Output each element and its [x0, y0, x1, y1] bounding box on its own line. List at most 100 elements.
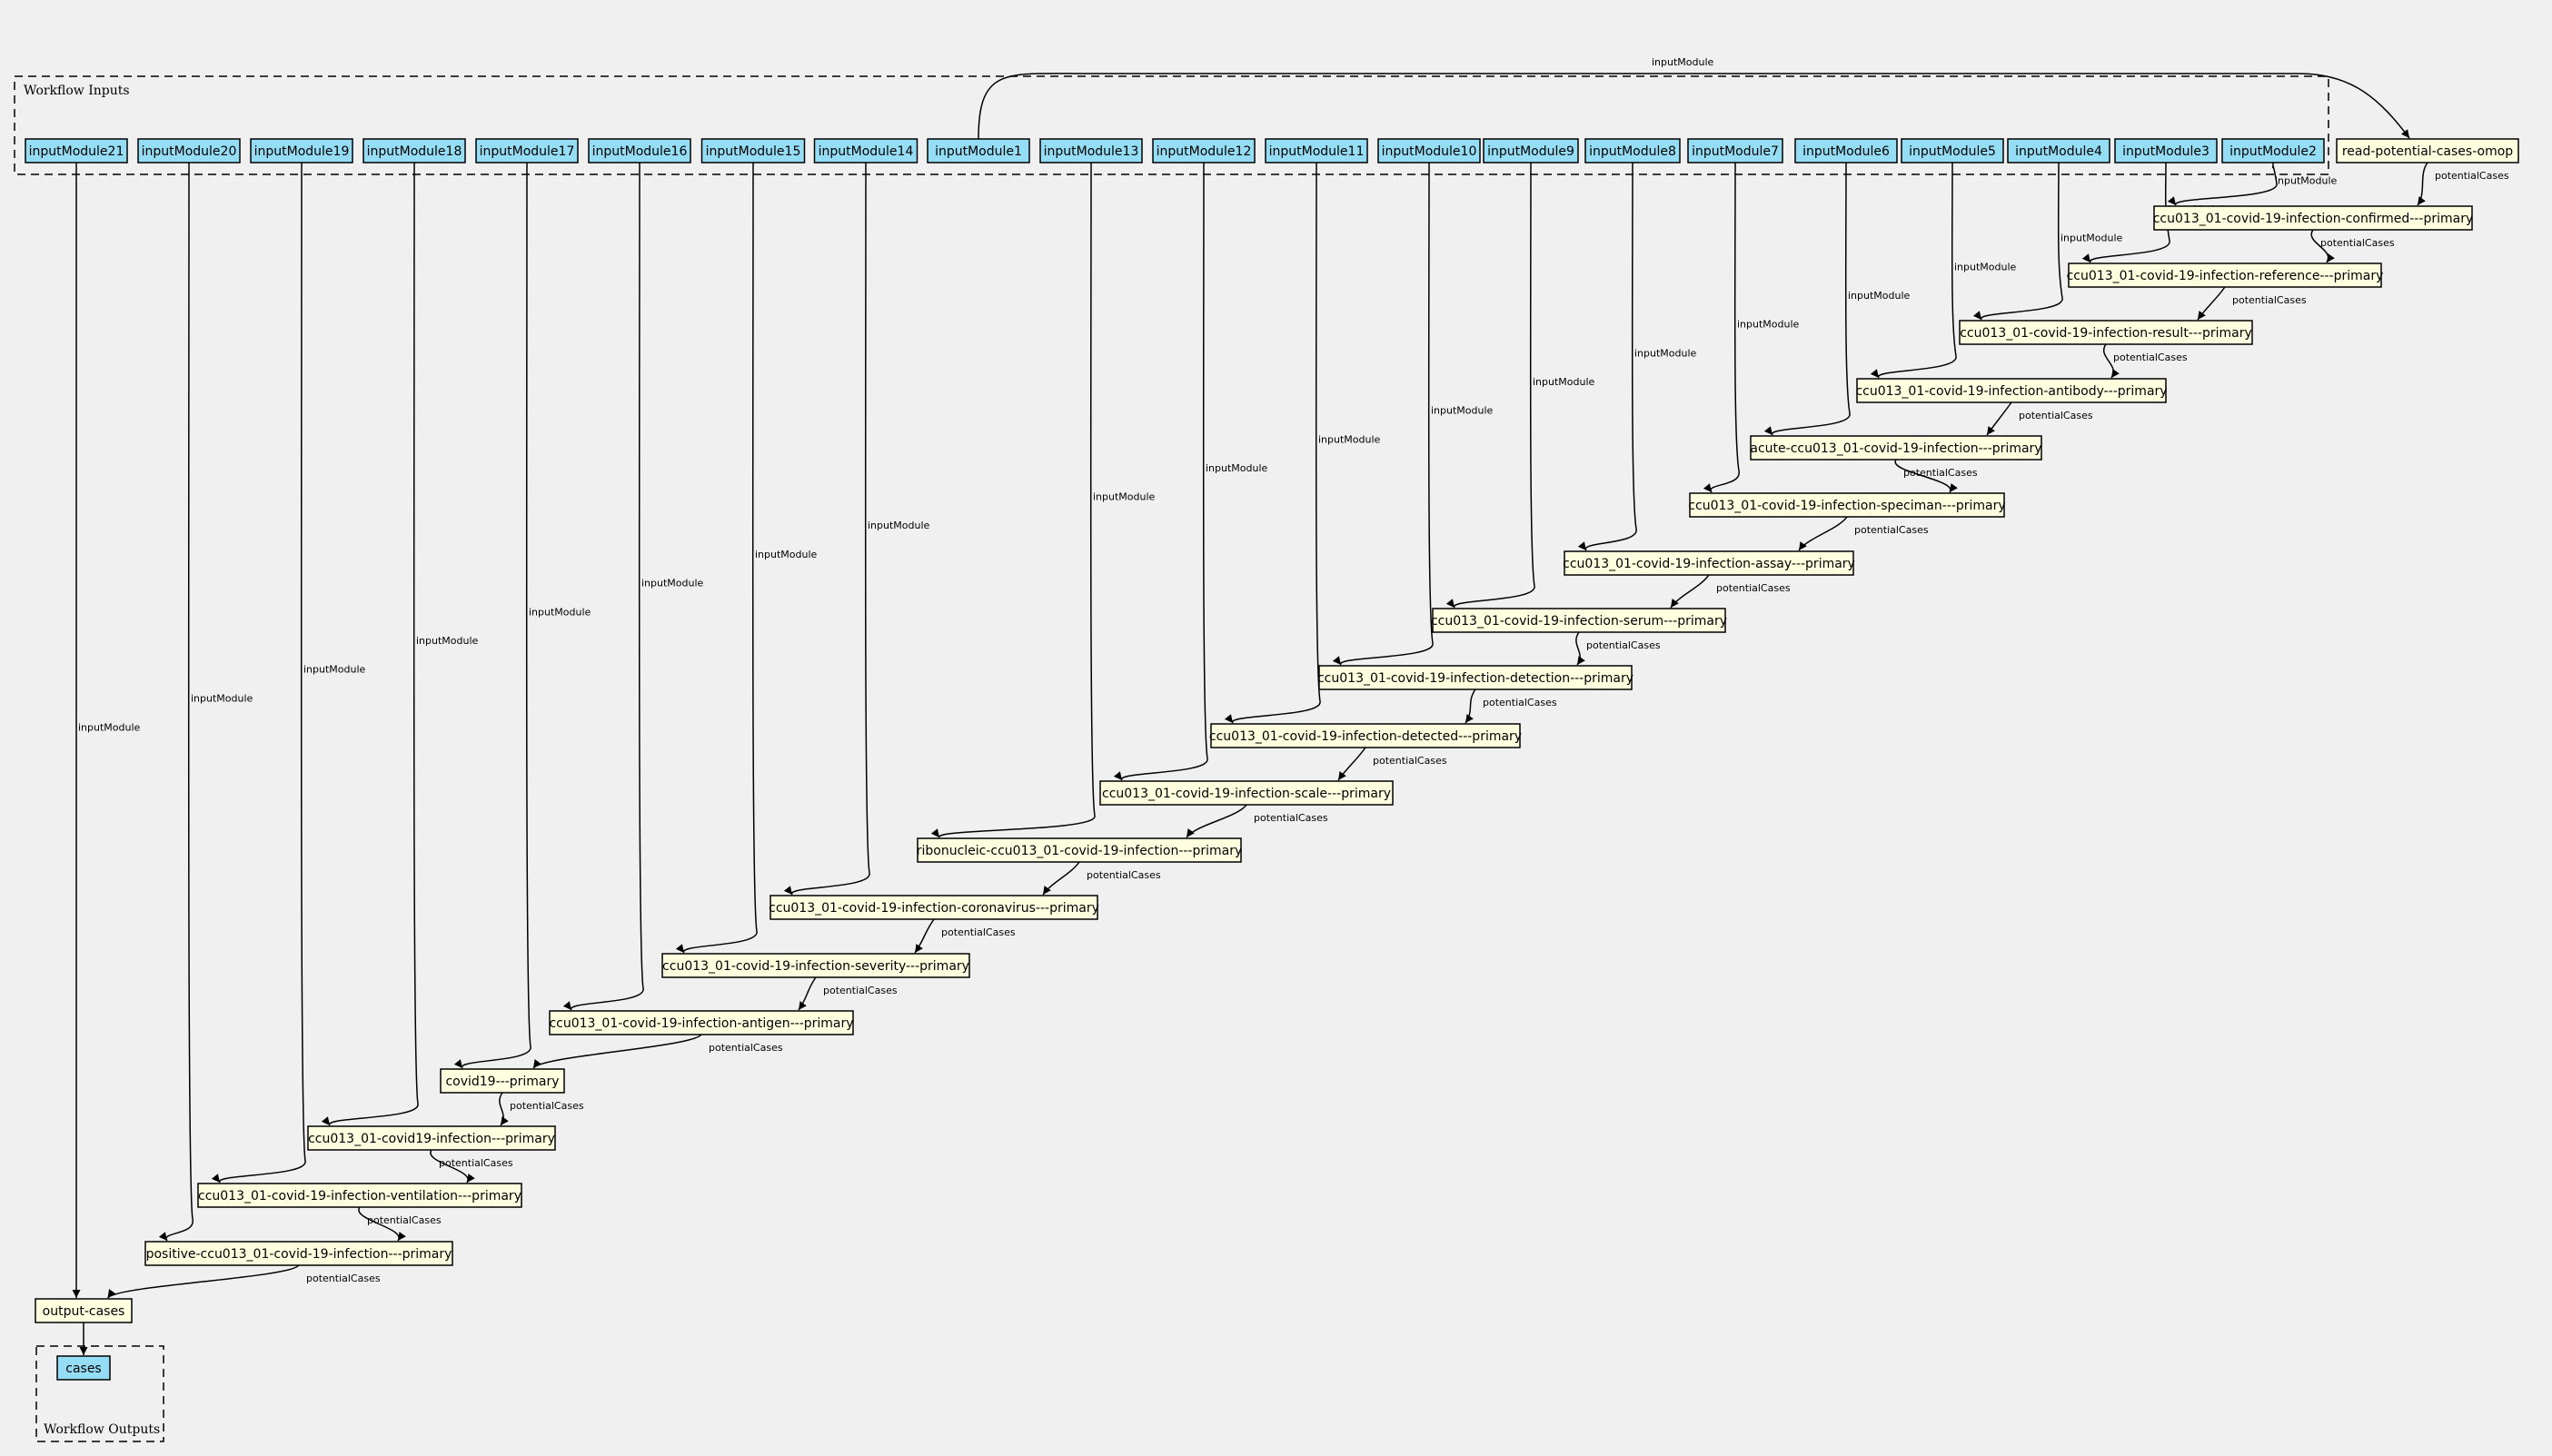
input-node-inputmodule21[interactable]: inputModule21 — [25, 138, 128, 163]
step-node-ccu013-01-covid19-infection-primary-box — [307, 1125, 556, 1151]
input-node-inputmodule4-box — [2007, 138, 2110, 163]
step-node-ccu013-01-covid-19-infection-antibody-primary-label: ccu013_01-covid-19-infection-antibody---… — [1855, 384, 2167, 399]
read-step-node-label: read-potential-cases-omop — [2342, 144, 2513, 159]
input-node-inputmodule19[interactable]: inputModule19 — [250, 138, 353, 163]
edge-label-input-6: inputModule — [1634, 348, 1697, 360]
step-node-ribonucleic-ccu013-01-covid-19-infection-primary[interactable]: ribonucleic-ccu013_01-covid-19-infection… — [917, 837, 1243, 863]
step-node-ccu013-01-covid-19-infection-detection-primary[interactable]: ccu013_01-covid-19-infection-detection--… — [1317, 665, 1633, 690]
input-node-inputmodule4[interactable]: inputModule4 — [2007, 138, 2110, 163]
step-node-ccu013-01-covid-19-infection-speciman-primary[interactable]: ccu013_01-covid-19-infection-speciman---… — [1688, 492, 2006, 518]
edge-input-9 — [1224, 162, 1321, 724]
step-node-ccu013-01-covid-19-infection-scale-primary-label: ccu013_01-covid-19-infection-scale---pri… — [1102, 787, 1391, 801]
input-node-inputmodule20[interactable]: inputModule20 — [137, 138, 241, 163]
edge-input-2 — [1972, 162, 2063, 321]
input-node-inputmodule12[interactable]: inputModule12 — [1152, 138, 1256, 163]
input-node-inputmodule6-box — [1794, 138, 1898, 163]
edge-chain-2 — [2103, 343, 2120, 379]
step-node-ccu013-01-covid-19-infection-assay-primary-label: ccu013_01-covid-19-infection-assay---pri… — [1563, 557, 1855, 571]
input-node-inputmodule17-label: inputModule17 — [480, 144, 575, 159]
input-node-inputmodule16-box — [588, 138, 691, 163]
step-node-ccu013-01-covid-19-infection-scale-primary[interactable]: ccu013_01-covid-19-infection-scale---pri… — [1099, 780, 1394, 806]
edge-label-input-15: inputModule — [529, 607, 591, 619]
input-node-inputmodule8[interactable]: inputModule8 — [1584, 138, 1681, 163]
edge-chain-last — [106, 1264, 300, 1299]
input-node-inputmodule2[interactable]: inputModule2 — [2221, 138, 2325, 163]
edge-label-chain-last: potentialCases — [306, 1273, 381, 1284]
input-node-inputmodule14[interactable]: inputModule14 — [813, 138, 919, 163]
step-node-ccu013-01-covid-19-infection-reference-primary[interactable]: ccu013_01-covid-19-infection-reference--… — [2067, 262, 2384, 288]
input-node-inputmodule8-box — [1584, 138, 1681, 163]
input-node-inputmodule17-box — [475, 138, 579, 163]
edge-chain-13 — [798, 976, 817, 1011]
workflow-output-node-cases[interactable]: cases — [56, 1355, 111, 1381]
input-node-inputmodule16[interactable]: inputModule16 — [588, 138, 691, 163]
step-node-ccu013-01-covid-19-infection-detected-primary[interactable]: ccu013_01-covid-19-infection-detected---… — [1209, 723, 1522, 748]
step-node-ccu013-01-covid-19-infection-ventilation-primary-box — [197, 1183, 522, 1208]
step-node-ccu013-01-covid-19-infection-coronavirus-primary[interactable]: ccu013_01-covid-19-infection-coronavirus… — [769, 895, 1099, 920]
input-node-inputmodule10-label: inputModule10 — [1382, 144, 1477, 159]
step-node-covid19-primary-label: covid19---primary — [445, 1075, 559, 1089]
input-node-inputmodule3-box — [2114, 138, 2218, 163]
edge-chain-4 — [1894, 459, 1958, 493]
output-step-node[interactable]: output-cases — [35, 1298, 133, 1323]
step-node-ccu013-01-covid-19-infection-detection-primary-label: ccu013_01-covid-19-infection-detection--… — [1317, 671, 1633, 686]
step-node-acute-ccu013-01-covid-19-infection-primary[interactable]: acute-ccu013_01-covid-19-infection---pri… — [1750, 435, 2042, 461]
input-node-inputmodule11[interactable]: inputModule11 — [1265, 138, 1368, 163]
input-node-inputmodule18-box — [362, 138, 466, 163]
step-node-ccu013-01-covid-19-infection-confirmed-primary[interactable]: ccu013_01-covid-19-infection-confirmed--… — [2153, 205, 2474, 231]
step-node-ccu013-01-covid-19-infection-antibody-primary[interactable]: ccu013_01-covid-19-infection-antibody---… — [1855, 378, 2168, 403]
input-node-inputmodule1-box — [927, 138, 1030, 163]
input-node-inputmodule13[interactable]: inputModule13 — [1039, 138, 1143, 163]
edge-chain-8 — [1465, 688, 1476, 724]
input-node-inputmodule5[interactable]: inputModule5 — [1901, 138, 2004, 163]
input-node-inputmodule3[interactable]: inputModule3 — [2114, 138, 2218, 163]
edge-label-input-7: inputModule — [1533, 376, 1595, 388]
step-node-ccu013-01-covid-19-infection-assay-primary[interactable]: ccu013_01-covid-19-infection-assay---pri… — [1563, 550, 1855, 576]
read-step-node[interactable]: read-potential-cases-omop — [2336, 138, 2519, 163]
input-node-inputmodule7-box — [1687, 138, 1783, 163]
workflow-outputs-cluster — [35, 1345, 164, 1442]
input-node-inputmodule7[interactable]: inputModule7 — [1687, 138, 1783, 163]
step-node-ccu013-01-covid-19-infection-antigen-primary[interactable]: ccu013_01-covid-19-infection-antigen---p… — [549, 1010, 854, 1035]
edge-label-chain-8: potentialCases — [1483, 697, 1557, 708]
edge-label-chain-17: potentialCases — [367, 1214, 442, 1226]
step-node-positive-ccu013-01-covid-19-infection-primary[interactable]: positive-ccu013_01-covid-19-infection---… — [144, 1241, 453, 1266]
edge-input-8 — [1332, 162, 1434, 666]
step-node-ccu013-01-covid-19-infection-severity-primary[interactable]: ccu013_01-covid-19-infection-severity---… — [661, 953, 970, 978]
input-node-inputmodule10[interactable]: inputModule10 — [1377, 138, 1481, 163]
step-node-ribonucleic-ccu013-01-covid-19-infection-primary-box — [917, 837, 1242, 863]
step-node-ccu013-01-covid-19-infection-result-primary[interactable]: ccu013_01-covid-19-infection-result---pr… — [1959, 320, 2253, 345]
input-node-inputmodule15[interactable]: inputModule15 — [700, 138, 806, 163]
input-node-inputmodule11-label: inputModule11 — [1269, 144, 1365, 159]
edge-chain-5 — [1798, 516, 1848, 551]
edge-chain-6 — [1670, 574, 1710, 609]
input-node-inputmodule6[interactable]: inputModule6 — [1794, 138, 1898, 163]
edge-label-chain-read: potentialCases — [2435, 170, 2509, 182]
edge-chain-17 — [358, 1206, 406, 1242]
step-node-acute-ccu013-01-covid-19-infection-primary-box — [1750, 435, 2042, 461]
step-node-ccu013-01-covid-19-infection-reference-primary-box — [2068, 262, 2382, 288]
edge-label-input-16: inputModule — [416, 635, 479, 647]
step-node-ccu013-01-covid-19-infection-ventilation-primary[interactable]: ccu013_01-covid-19-infection-ventilation… — [197, 1183, 522, 1208]
step-node-ccu013-01-covid19-infection-primary[interactable]: ccu013_01-covid19-infection---primary — [307, 1125, 556, 1151]
step-node-ccu013-01-covid-19-infection-serum-primary[interactable]: ccu013_01-covid-19-infection-serum---pri… — [1431, 608, 1727, 633]
input-node-inputmodule1[interactable]: inputModule1 — [927, 138, 1030, 163]
workflow-outputs-label: Workflow Outputs — [44, 1422, 160, 1437]
step-node-ccu013-01-covid-19-infection-detected-primary-box — [1210, 723, 1521, 748]
input-node-inputmodule21-label: inputModule21 — [29, 144, 124, 159]
step-node-positive-ccu013-01-covid-19-infection-primary-box — [144, 1241, 453, 1266]
input-node-inputmodule18[interactable]: inputModule18 — [362, 138, 466, 163]
input-node-inputmodule4-label: inputModule4 — [2015, 144, 2102, 159]
input-node-inputmodule1-label: inputModule1 — [935, 144, 1022, 159]
edge-label-chain-0: potentialCases — [2320, 237, 2395, 249]
step-node-ccu013-01-covid-19-infection-serum-primary-label: ccu013_01-covid-19-infection-serum---pri… — [1431, 614, 1727, 629]
input-node-inputmodule9[interactable]: inputModule9 — [1483, 138, 1579, 163]
input-node-inputmodule17[interactable]: inputModule17 — [475, 138, 579, 163]
edge-label-chain-2: potentialCases — [2113, 352, 2188, 363]
edge-label-input-14: inputModule — [641, 578, 704, 589]
step-node-covid19-primary[interactable]: covid19---primary — [440, 1068, 565, 1094]
edge-label-input-4: inputModule — [1848, 290, 1911, 302]
edge-label-input-output-step: inputModule — [78, 722, 141, 734]
input-node-inputmodule20-label: inputModule20 — [142, 144, 237, 159]
edge-label-chain-3: potentialCases — [2019, 410, 2093, 421]
